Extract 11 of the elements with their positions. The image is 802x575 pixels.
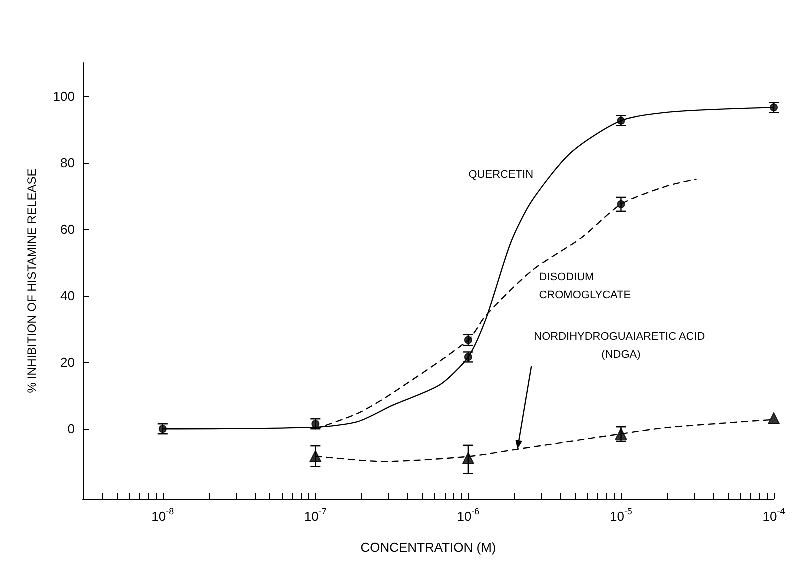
y-tick-label: 40 <box>60 288 75 304</box>
y-axis-title: % INHIBITION OF HISTAMINE RELEASE <box>25 168 39 394</box>
x-axis-title: CONCENTRATION (M) <box>360 540 496 555</box>
series-label: QUERCETIN <box>468 168 534 181</box>
y-tick-label: 20 <box>60 355 75 370</box>
y-tick-label: 60 <box>60 222 75 237</box>
series-label: DISODIUM CROMOGLYCATE <box>539 271 632 302</box>
y-tick-label: 100 <box>53 88 75 104</box>
text: NORDIHYDROGUAIARETIC ACID (NDGA) <box>534 331 708 362</box>
y-tick-label: 80 <box>60 155 75 170</box>
y-tick-label: 0 <box>68 422 75 437</box>
